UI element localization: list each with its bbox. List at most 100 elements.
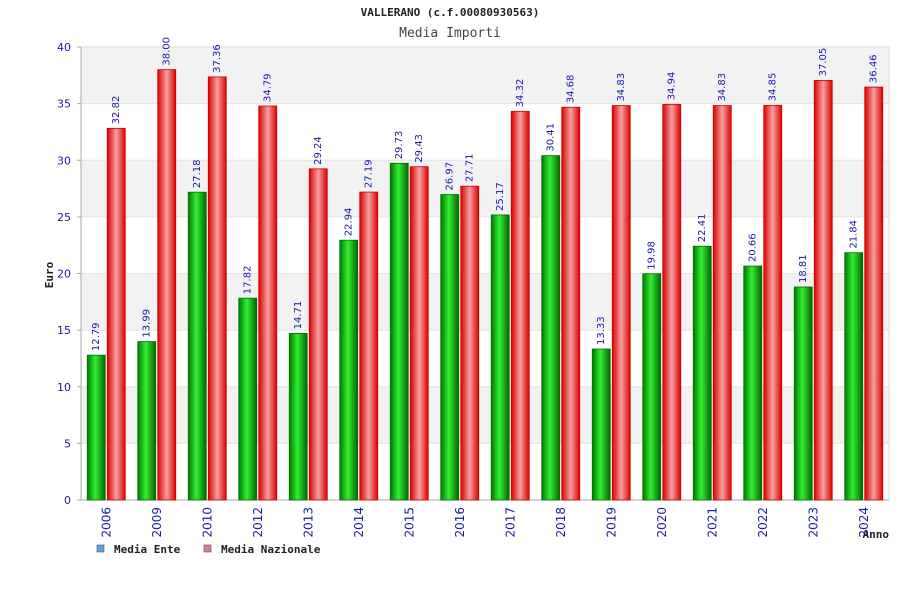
x-tick-label: 2021 [705,507,719,538]
legend-label-media-nazionale: Media Nazionale [221,543,321,556]
bar-media-nazionale-2013 [308,168,328,501]
bar-media-nazionale-2006 [106,127,126,501]
x-tick-label: 2018 [554,507,568,538]
x-tick-labels: 2006 2009 2010 2012 2013 2014 2015 2016 2017 2018… [99,507,871,538]
data-label: 32.82 [111,96,122,125]
bar-media-nazionale-2018 [561,106,581,501]
bar-media-nazionale-2019 [611,105,631,501]
bar-media-ente-2014 [339,239,359,501]
data-label: 13.99 [142,309,153,338]
data-label: 14.71 [293,301,304,330]
bar-media-ente-2013 [288,333,308,501]
data-label: 19.98 [647,241,658,270]
data-label: 34.79 [263,73,274,102]
y-tick-label: 0 [64,494,71,507]
bars [86,69,884,501]
legend-swatch-media-nazionale [203,544,212,553]
x-tick-label: 2014 [352,507,366,538]
data-label: 21.84 [849,220,860,249]
data-label: 22.94 [344,208,355,237]
data-label: 34.85 [768,73,779,102]
bar-media-nazionale-2024 [864,86,884,501]
legend-swatch-media-ente [96,544,105,553]
bar-media-ente-2017 [490,214,510,501]
x-tick-label: 2023 [806,507,820,538]
bar-media-nazionale-2016 [460,185,480,501]
bar-media-ente-2015 [389,162,409,501]
y-tick-label: 15 [57,324,71,337]
bar-media-nazionale-2022 [763,104,783,501]
chart-subtitle: Media Importi [399,26,501,41]
x-tick-label: 2024 [857,507,871,538]
data-label: 12.79 [91,323,102,352]
x-tick-label: 2012 [251,507,265,538]
bar-media-nazionale-2012 [258,105,278,501]
y-tick-label: 10 [57,381,71,394]
data-label: 34.68 [566,75,577,104]
x-tick-label: 2022 [756,507,770,538]
data-label: 27.18 [192,160,203,189]
bar-media-ente-2023 [793,286,813,501]
bar-media-ente-2024 [844,252,864,501]
data-label: 34.32 [515,79,526,108]
y-axis-label: Euro [43,261,56,288]
x-tick-label: 2009 [150,507,164,538]
bar-media-ente-2012 [238,297,258,501]
y-tick-label: 20 [57,268,71,281]
data-labels: 12.79 32.82 13.99 38.00 27.18 37.36 17.82 34.79… [91,37,880,351]
x-tick-label: 2019 [604,507,618,538]
legend: Media Ente Media Nazionale [96,543,321,556]
bar-media-nazionale-2009 [157,69,177,501]
x-tick-label: 2010 [200,507,214,538]
y-tick-label: 40 [57,41,71,54]
bar-media-nazionale-2017 [510,110,530,501]
data-label: 34.94 [667,72,678,101]
bar-media-nazionale-2023 [813,80,833,501]
data-label: 34.83 [717,73,728,102]
bar-media-nazionale-2015 [409,166,429,501]
data-label: 29.73 [394,131,405,160]
bar-media-nazionale-2010 [207,76,227,501]
data-label: 29.24 [313,136,324,165]
bar-media-ente-2022 [743,265,763,501]
data-label: 27.71 [465,154,476,183]
data-label: 38.00 [162,37,173,66]
y-tick-label: 35 [57,98,71,111]
data-label: 26.97 [445,162,456,191]
data-label: 36.46 [869,54,880,83]
x-axis-label: Anno [863,528,890,541]
y-tick-label: 25 [57,211,71,224]
x-tick-label: 2017 [503,507,517,538]
x-tick-label: 2013 [301,507,315,538]
legend-label-media-ente: Media Ente [114,543,181,556]
bar-media-nazionale-2021 [712,105,732,501]
y-tick-label: 30 [57,154,71,167]
data-label: 25.17 [495,182,506,211]
y-tick-labels: 0 5 10 15 20 25 30 35 40 [57,41,81,507]
x-tick-label: 2016 [453,507,467,538]
data-label: 29.43 [414,134,425,163]
x-tick-label: 2015 [402,507,416,538]
bar-media-ente-2006 [86,354,106,501]
x-tick-label: 2006 [99,507,113,538]
data-label: 30.41 [546,123,557,152]
data-label: 27.19 [364,159,375,188]
bar-media-ente-2019 [591,348,611,501]
bar-media-nazionale-2020 [662,103,682,501]
data-label: 20.66 [748,233,759,262]
data-label: 22.41 [697,214,708,243]
bar-media-ente-2020 [642,273,662,501]
bar-media-ente-2018 [541,155,561,501]
x-tick-label: 2020 [655,507,669,538]
data-label: 34.83 [616,73,627,102]
bar-media-ente-2021 [692,245,712,501]
bar-media-nazionale-2014 [359,191,379,501]
data-label: 13.33 [596,316,607,345]
bar-media-ente-2010 [187,191,207,501]
data-label: 17.82 [243,266,254,295]
data-label: 18.81 [798,254,809,283]
y-tick-label: 5 [64,437,71,450]
chart-title: VALLERANO (c.f.00080930563) [361,6,540,19]
data-label: 37.05 [818,48,829,77]
